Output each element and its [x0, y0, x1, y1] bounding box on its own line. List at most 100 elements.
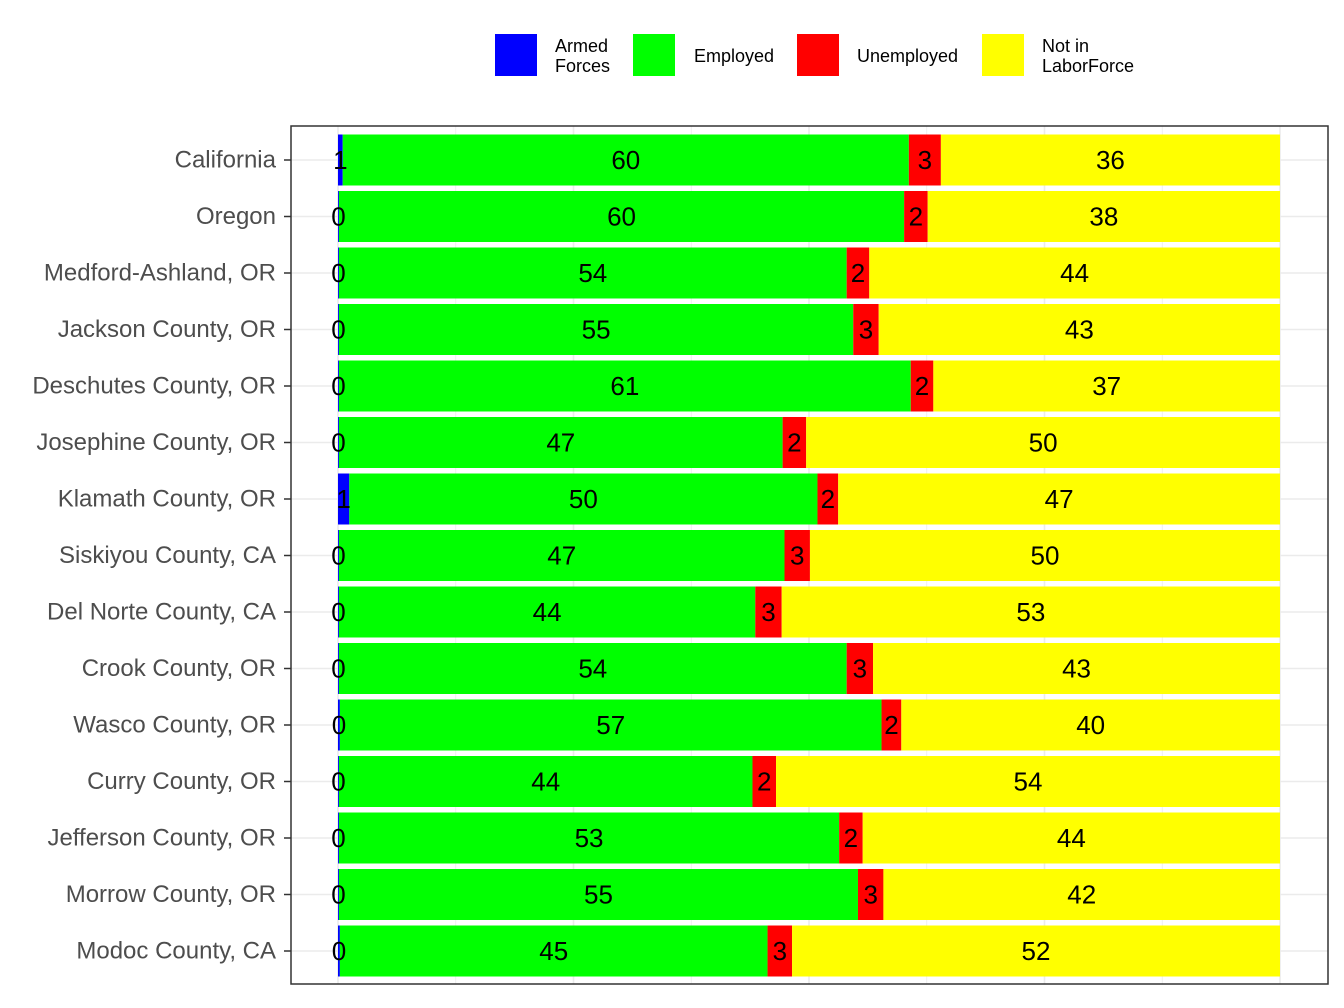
bar-row — [338, 869, 1280, 920]
bar-segment — [338, 812, 339, 864]
data-label: 60 — [607, 202, 636, 232]
data-label: 43 — [1062, 654, 1091, 684]
bar-segment — [817, 473, 839, 525]
bar-segment — [878, 304, 1280, 355]
bar-segment — [767, 925, 793, 977]
bar-segment — [338, 417, 783, 468]
data-label: 0 — [332, 936, 346, 966]
category-label: Morrow County, OR — [66, 881, 276, 908]
data-label: 2 — [787, 428, 801, 458]
bar-segment — [933, 360, 1280, 412]
data-label: 0 — [331, 597, 345, 627]
data-label: 2 — [909, 202, 923, 232]
bar-segment — [752, 756, 777, 807]
bar-segment — [338, 360, 911, 412]
bar-segment — [904, 191, 928, 242]
data-label: 2 — [844, 823, 858, 853]
legend-item: Employed — [633, 34, 774, 76]
data-label: 54 — [578, 258, 607, 288]
bar-segment — [755, 586, 782, 638]
bar-segment — [338, 191, 905, 242]
bar-segment — [784, 530, 810, 581]
bar-segment — [338, 304, 854, 355]
bar-segment — [338, 586, 756, 638]
data-label: 53 — [575, 823, 604, 853]
bar-segment — [806, 417, 1280, 468]
bar-segment — [338, 134, 343, 186]
bar-segment — [869, 247, 1280, 299]
data-label: 0 — [331, 428, 345, 458]
data-label: 1 — [333, 145, 347, 175]
bar-segment — [781, 586, 1280, 638]
category-label: Siskiyou County, CA — [59, 542, 276, 569]
bar-row — [338, 812, 1280, 864]
data-label: 52 — [1022, 936, 1051, 966]
data-label: 3 — [863, 880, 877, 910]
bar-segment — [862, 812, 1280, 864]
legend-key — [797, 34, 839, 76]
category-label: Medford-Ashland, OR — [44, 260, 276, 287]
bar-segment — [853, 304, 879, 355]
bar-segment — [339, 925, 768, 977]
bar-segment — [338, 925, 340, 977]
bar-segment — [338, 643, 847, 694]
bar-segment — [338, 473, 350, 525]
category-label: Wasco County, OR — [73, 712, 276, 739]
data-label: 2 — [851, 258, 865, 288]
bar-row — [338, 247, 1280, 299]
data-label: 2 — [757, 767, 771, 797]
data-label: 37 — [1092, 371, 1121, 401]
y-axis: California Oregon Medford-Ashland, OR Jacks… — [32, 147, 291, 965]
data-label: 3 — [859, 315, 873, 345]
data-label: 0 — [331, 315, 345, 345]
data-label: 3 — [761, 597, 775, 627]
data-label: 2 — [884, 710, 898, 740]
bar-row — [338, 699, 1280, 751]
legend-key — [633, 34, 675, 76]
panel-border — [290, 125, 1329, 985]
data-label: 47 — [547, 541, 576, 571]
bar-segment — [338, 812, 840, 864]
category-label: California — [175, 147, 277, 174]
bar-segment — [338, 247, 847, 299]
legend: Armed Forces Employed Unemployed Not in Labor… — [495, 34, 1134, 76]
bar-segment — [846, 643, 874, 694]
bar-segment — [338, 869, 339, 920]
data-label: 1 — [336, 484, 350, 514]
data-label: 50 — [569, 484, 598, 514]
data-label: 61 — [610, 371, 639, 401]
data-label: 0 — [331, 202, 345, 232]
bar-segment — [881, 699, 902, 751]
data-label: 0 — [331, 654, 345, 684]
bar-segment — [857, 869, 884, 920]
data-label: 36 — [1096, 145, 1125, 175]
data-label: 54 — [578, 654, 607, 684]
bar-segment — [338, 756, 753, 807]
data-label: 3 — [790, 541, 804, 571]
data-label: 0 — [331, 823, 345, 853]
bar-row — [338, 643, 1280, 694]
bar-segment — [809, 530, 1280, 581]
data-label: 43 — [1065, 315, 1094, 345]
bar-segment — [338, 191, 339, 242]
data-label: 0 — [331, 541, 345, 571]
category-label: Crook County, OR — [82, 655, 276, 682]
bar-segment — [873, 643, 1280, 694]
bar-segment — [782, 417, 807, 468]
category-label: Oregon — [196, 203, 276, 230]
data-label: 3 — [773, 936, 787, 966]
legend-label: Armed Forces — [555, 36, 610, 76]
bar-row — [338, 360, 1280, 412]
category-label: Klamath County, OR — [58, 486, 276, 513]
bar-row — [338, 925, 1280, 977]
bar-segment — [776, 756, 1280, 807]
bar-segment — [339, 699, 882, 751]
data-label: 47 — [546, 428, 575, 458]
data-label: 54 — [1014, 767, 1043, 797]
data-label: 50 — [1031, 541, 1060, 571]
bar-row — [338, 304, 1280, 355]
bar-segment — [338, 756, 339, 807]
legend-item: Armed Forces — [495, 34, 610, 76]
data-label: 55 — [582, 315, 611, 345]
bar-row — [338, 417, 1280, 468]
